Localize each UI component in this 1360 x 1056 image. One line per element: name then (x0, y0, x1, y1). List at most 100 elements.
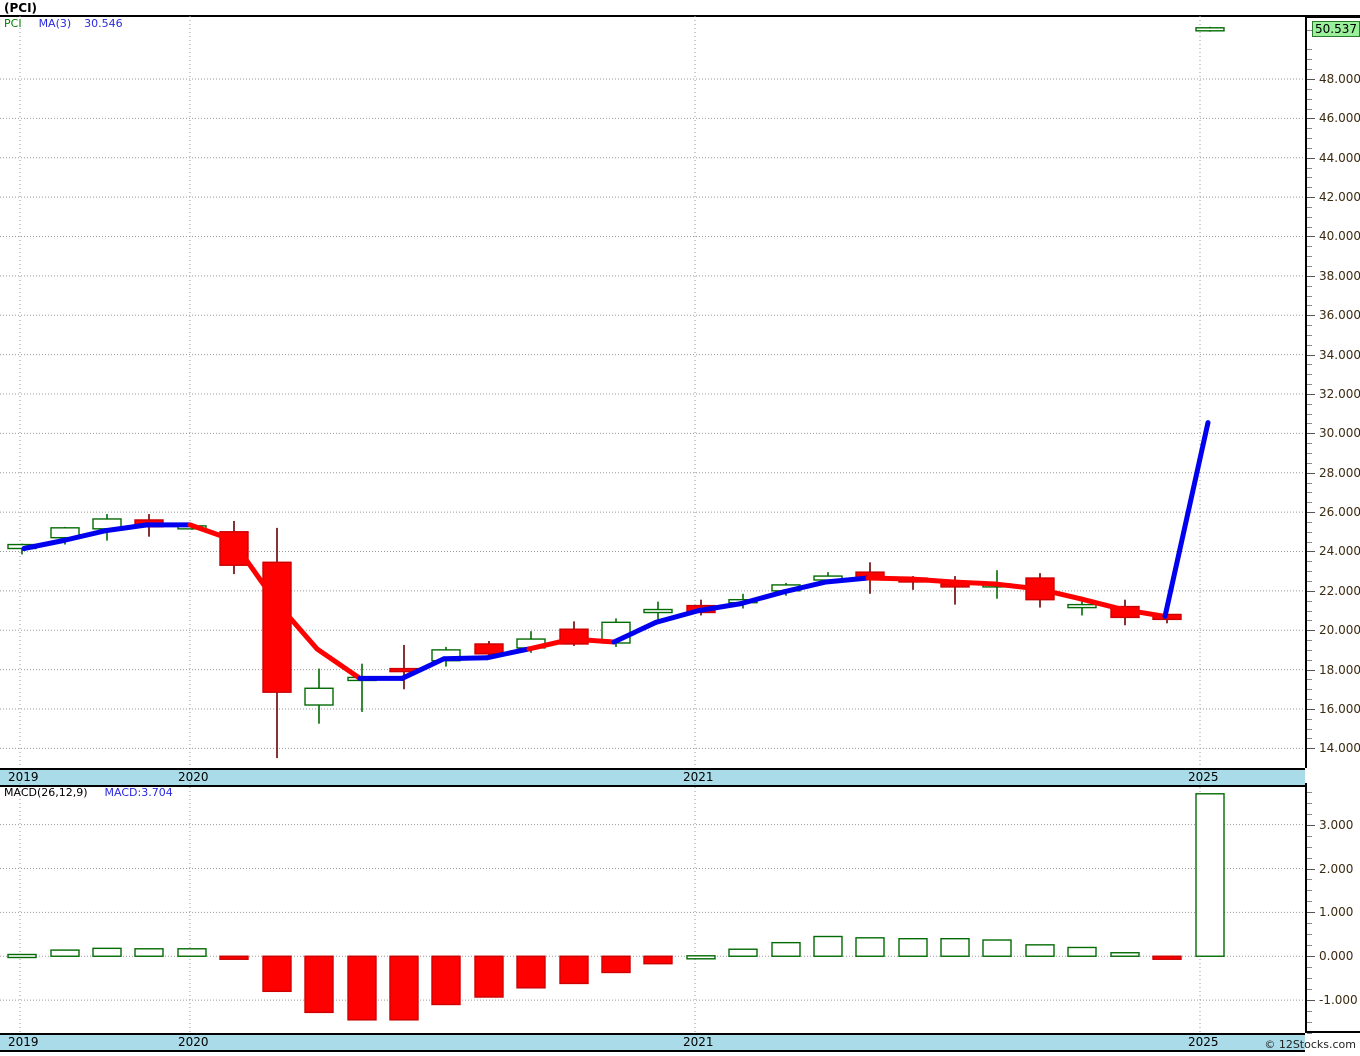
candlestick[interactable] (431, 646, 461, 667)
candlestick[interactable] (1152, 611, 1182, 624)
macd-y-axis: -1.000 0.000 1.000 2.000 3.000 (1305, 783, 1360, 1034)
macd-histogram-bar[interactable] (219, 955, 249, 960)
macd-histogram-bar[interactable] (1067, 946, 1097, 957)
macd-axis-tick (1307, 1000, 1315, 1002)
ma3-line-segment (696, 601, 744, 614)
candlestick[interactable] (855, 562, 885, 594)
macd-histogram-bar[interactable] (134, 948, 164, 957)
macd-histogram-bar[interactable] (431, 955, 461, 1006)
candlestick[interactable] (50, 526, 80, 545)
macd-axis-minor-tick (1307, 923, 1312, 925)
x-axis-year-label-macd: 2021 (683, 1035, 714, 1049)
price-axis-minor-tick (1307, 403, 1312, 405)
candlestick[interactable] (898, 576, 928, 590)
macd-histogram-bar[interactable] (855, 937, 885, 957)
ma3-line-segment (229, 537, 278, 604)
price-axis-minor-tick (1307, 443, 1312, 445)
macd-histogram-bar[interactable] (686, 955, 716, 960)
candlestick[interactable] (516, 631, 546, 653)
macd-axis-minor-tick (1307, 1033, 1312, 1034)
candlestick[interactable] (1110, 599, 1140, 626)
candlestick[interactable] (134, 514, 164, 537)
price-axis-label: 24.000 (1319, 544, 1360, 559)
price-axis-minor-tick (1307, 374, 1312, 376)
macd-histogram-bar[interactable] (389, 955, 419, 1021)
price-axis-minor-tick (1307, 216, 1312, 218)
price-axis-minor-tick (1307, 541, 1312, 543)
macd-histogram-bar[interactable] (813, 935, 843, 957)
macd-histogram-bar[interactable] (728, 948, 758, 957)
price-axis-label: 26.000 (1319, 505, 1360, 520)
price-axis-minor-tick (1307, 325, 1312, 327)
candlestick[interactable] (389, 644, 419, 690)
candlestick[interactable] (813, 572, 843, 584)
macd-histogram-bar[interactable] (1195, 793, 1225, 957)
ma3-line-segment (441, 655, 490, 662)
price-axis-label: 42.000 (1319, 190, 1360, 205)
price-axis-minor-tick (1307, 226, 1312, 228)
macd-axis-minor-tick (1307, 901, 1312, 903)
macd-histogram-bar[interactable] (177, 948, 207, 957)
macd-axis-minor-tick (1307, 890, 1312, 892)
macd-histogram-bar[interactable] (516, 955, 546, 989)
candlestick[interactable] (940, 576, 970, 605)
candlestick[interactable] (728, 593, 758, 609)
candlestick[interactable] (304, 668, 334, 724)
ma3-line-segment (653, 608, 702, 625)
price-axis-minor-tick (1307, 295, 1312, 297)
candlestick[interactable] (7, 543, 37, 555)
price-axis-label: 40.000 (1319, 229, 1360, 244)
ma3-line-segment (102, 522, 150, 534)
macd-histogram-bar[interactable] (1110, 952, 1140, 957)
price-axis-minor-tick (1307, 620, 1312, 622)
page-title: (PCI) (4, 1, 38, 15)
macd-histogram-bar[interactable] (92, 947, 122, 957)
macd-histogram-bar[interactable] (262, 955, 292, 993)
candlestick[interactable] (1025, 573, 1055, 608)
x-axis-band-macd: 2019 2020 2021 2025 (0, 1033, 1305, 1052)
price-axis-minor-tick (1307, 718, 1312, 720)
x-axis-year-label-price: 2025 (1188, 770, 1219, 784)
candlestick[interactable] (219, 520, 249, 575)
candlestick[interactable] (92, 514, 122, 541)
macd-histogram-bar[interactable] (601, 955, 631, 974)
candlestick[interactable] (982, 570, 1012, 599)
candlestick[interactable] (1195, 26, 1225, 32)
macd-histogram-bar[interactable] (50, 949, 80, 957)
macd-histogram-bar[interactable] (304, 955, 334, 1014)
macd-histogram-bar[interactable] (474, 955, 504, 998)
candlestick[interactable] (601, 618, 631, 647)
macd-histogram-bar[interactable] (559, 955, 589, 985)
candlestick[interactable] (262, 527, 292, 759)
macd-histogram-bar[interactable] (347, 955, 377, 1021)
macd-histogram-bar[interactable] (771, 941, 801, 957)
macd-histogram-bar[interactable] (898, 938, 928, 957)
candlestick[interactable] (177, 524, 207, 530)
macd-histogram-bar[interactable] (982, 939, 1012, 957)
price-chart-panel[interactable] (0, 16, 1305, 768)
price-axis-minor-tick (1307, 649, 1312, 651)
macd-histogram-bar[interactable] (643, 955, 673, 965)
candlestick[interactable] (1067, 596, 1097, 616)
price-axis-label: 16.000 (1319, 701, 1360, 716)
macd-axis-minor-tick (1307, 857, 1312, 859)
price-axis-tick (1307, 236, 1315, 238)
price-axis-minor-tick (1307, 423, 1312, 425)
macd-histogram-bar[interactable] (940, 938, 970, 957)
price-axis-minor-tick (1307, 462, 1312, 464)
candlestick[interactable] (643, 601, 673, 620)
price-axis-minor-tick (1307, 502, 1312, 504)
macd-histogram-bar[interactable] (7, 953, 37, 959)
ma3-line-segment (950, 579, 998, 587)
macd-chart-panel[interactable] (0, 783, 1305, 1033)
price-axis-tick (1307, 472, 1315, 474)
price-axis-minor-tick (1307, 689, 1312, 691)
candlestick[interactable] (686, 599, 716, 616)
macd-histogram-bar[interactable] (1152, 955, 1182, 960)
candlestick[interactable] (347, 663, 377, 712)
price-axis-label: 46.000 (1319, 111, 1360, 126)
macd-histogram-bar[interactable] (1025, 944, 1055, 957)
candlestick[interactable] (559, 621, 589, 646)
candlestick[interactable] (771, 582, 801, 596)
candlestick[interactable] (474, 641, 504, 659)
